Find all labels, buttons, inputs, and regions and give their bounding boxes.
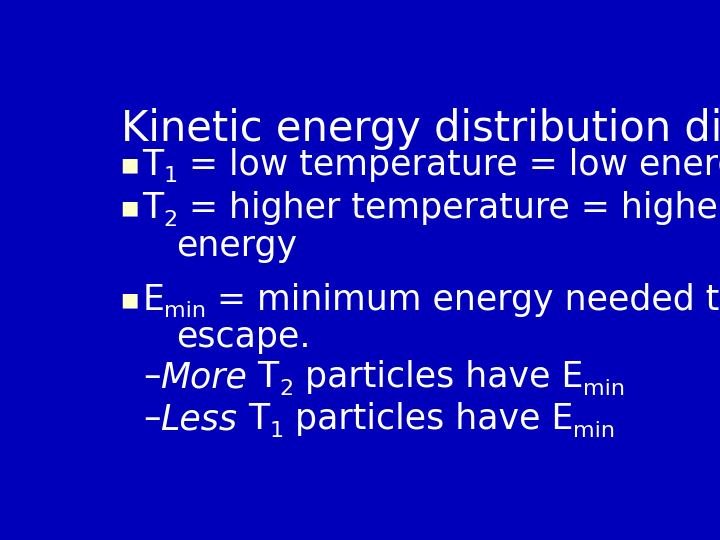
Text: = higher temperature = higher: = higher temperature = higher: [178, 191, 720, 225]
Text: More: More: [161, 361, 248, 395]
Text: T: T: [143, 147, 163, 181]
Text: 1: 1: [269, 421, 284, 441]
Text: T: T: [143, 191, 163, 225]
Text: ■: ■: [121, 155, 139, 174]
Text: energy: energy: [176, 228, 297, 262]
Text: ■: ■: [121, 290, 139, 309]
Text: –: –: [143, 402, 161, 436]
Text: T: T: [248, 361, 279, 395]
Text: 2: 2: [279, 379, 294, 399]
Text: particles have E: particles have E: [284, 402, 573, 436]
Text: min: min: [583, 379, 625, 399]
Text: ■: ■: [121, 199, 139, 218]
Text: = low temperature = low energy: = low temperature = low energy: [178, 147, 720, 181]
Text: min: min: [164, 301, 207, 321]
Text: min: min: [573, 421, 615, 441]
Text: Kinetic energy distribution diagram: Kinetic energy distribution diagram: [121, 109, 720, 151]
Text: particles have E: particles have E: [294, 361, 583, 395]
Text: = minimum energy needed to: = minimum energy needed to: [207, 283, 720, 317]
Text: –: –: [143, 361, 161, 395]
Text: 2: 2: [163, 210, 178, 230]
Text: E: E: [143, 283, 164, 317]
Text: 1: 1: [163, 166, 178, 186]
Text: T: T: [238, 402, 269, 436]
Text: Less: Less: [161, 402, 238, 436]
Text: escape.: escape.: [176, 320, 311, 354]
